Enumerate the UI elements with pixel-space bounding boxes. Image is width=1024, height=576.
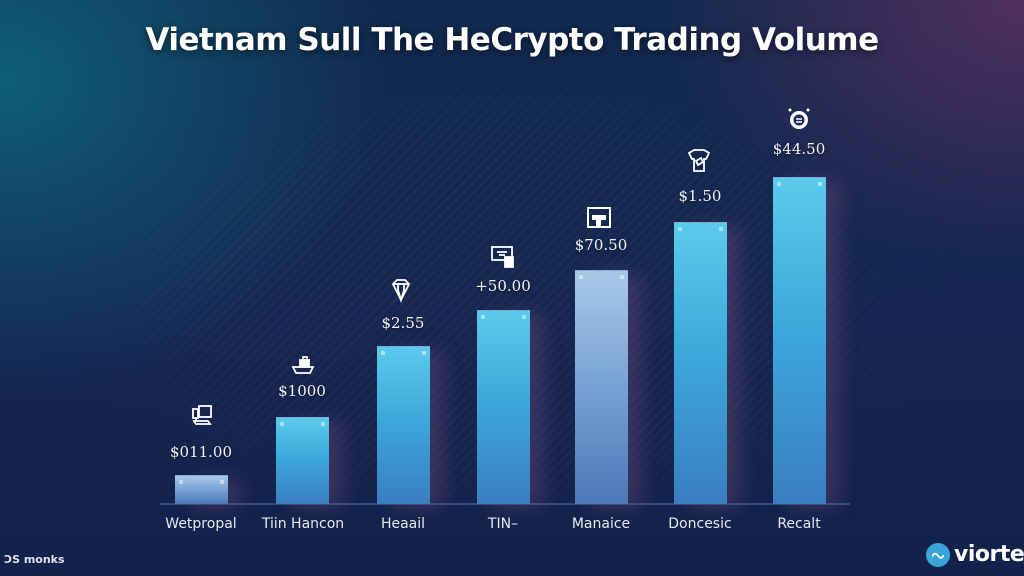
watermark-right: viorte	[926, 542, 1024, 567]
category-label: Wetpropal	[165, 516, 237, 532]
brand-name: viorte	[954, 542, 1024, 567]
bar-manaice[interactable]	[575, 270, 628, 504]
computer-icon	[187, 402, 217, 432]
bar-recalt[interactable]	[773, 177, 826, 504]
bar-value-label: +50.00	[475, 277, 531, 295]
badge-icon	[784, 104, 814, 134]
bar-value-label: $011.00	[169, 443, 233, 461]
category-label: Tiin Hancon	[261, 516, 345, 532]
category-label: TIN–	[487, 516, 519, 532]
bar-value-label: $1.50	[678, 187, 722, 205]
certificate-icon	[488, 242, 518, 272]
framed-tool-icon	[584, 203, 614, 233]
bar-value-label: $2.55	[381, 314, 425, 332]
bar-value-label: $44.50	[772, 140, 826, 158]
diamond-icon	[386, 275, 416, 305]
bar-value-label: $70.50	[574, 236, 628, 254]
bar-value-label: $1000	[278, 382, 326, 400]
category-label: Recalt	[777, 516, 821, 532]
category-label: Manaice	[571, 516, 631, 532]
category-label: Heaail	[380, 516, 426, 532]
x-axis-baseline	[160, 503, 850, 505]
bar-tin[interactable]	[477, 310, 530, 504]
brand-logo-icon	[926, 542, 950, 567]
watermark-left: ƆS monks	[4, 553, 65, 566]
shirt-icon	[684, 146, 714, 176]
bar-wetpropal[interactable]	[175, 475, 228, 504]
bar-heaail[interactable]	[377, 346, 430, 504]
bar-tiin-hancon[interactable]	[276, 417, 329, 504]
ship-icon	[288, 350, 318, 380]
category-label: Doncesic	[668, 516, 732, 532]
bar-doncesic[interactable]	[674, 222, 727, 504]
chart-title: Vietnam Sull The HeCrypto Trading Volume	[145, 22, 879, 58]
